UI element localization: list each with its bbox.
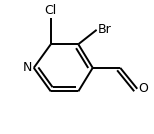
Text: Cl: Cl bbox=[45, 4, 57, 17]
Text: Br: Br bbox=[98, 23, 112, 36]
Text: O: O bbox=[139, 82, 148, 95]
Text: N: N bbox=[22, 61, 32, 74]
